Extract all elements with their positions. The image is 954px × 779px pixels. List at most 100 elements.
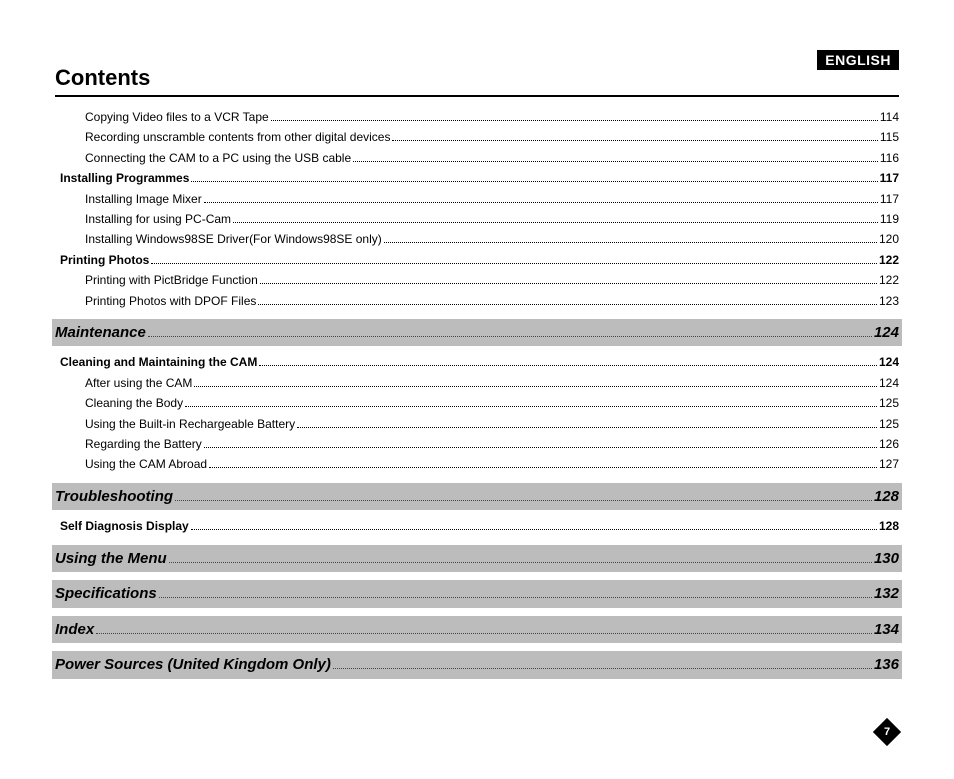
- leader-dots: [96, 633, 872, 634]
- leader-dots: [258, 304, 877, 305]
- leader-dots: [384, 242, 877, 243]
- toc-section-label: Specifications: [55, 581, 157, 607]
- section-heading-band: Troubleshooting 128: [52, 483, 902, 511]
- toc-item-label: Connecting the CAM to a PC using the USB…: [85, 148, 351, 168]
- toc-row: Self Diagnosis Display 128: [55, 516, 899, 536]
- section-heading-band: Index 134: [52, 616, 902, 644]
- toc-row: Printing Photos122: [55, 250, 899, 270]
- toc-item-label: Regarding the Battery: [85, 434, 202, 454]
- table-of-contents: Copying Video files to a VCR Tape 114 Reco…: [55, 107, 899, 679]
- leader-dots: [169, 562, 872, 563]
- leader-dots: [353, 161, 878, 162]
- toc-row: Installing for using PC-Cam 119: [55, 209, 899, 229]
- toc-row: Using the Built-in Rechargeable Battery 1…: [55, 414, 899, 434]
- toc-page-ref: 128: [874, 484, 899, 510]
- leader-dots: [191, 181, 877, 182]
- toc-item-label: Cleaning the Body: [85, 393, 183, 413]
- toc-page-ref: 134: [874, 617, 899, 643]
- leader-dots: [233, 222, 878, 223]
- toc-page-ref: 123: [879, 291, 899, 311]
- toc-item-label: Self Diagnosis Display: [60, 516, 189, 536]
- toc-row: Recording unscramble contents from other…: [55, 127, 899, 147]
- toc-row: Maintenance 124: [55, 320, 899, 346]
- toc-item-label: Printing Photos: [60, 250, 149, 270]
- leader-dots: [260, 283, 877, 284]
- leader-dots: [148, 336, 872, 337]
- toc-page-ref: 114: [880, 107, 899, 127]
- section-heading-band: Specifications 132: [52, 580, 902, 608]
- toc-item-label: Printing with PictBridge Function: [85, 270, 258, 290]
- leader-dots: [185, 406, 877, 407]
- toc-row: Printing with PictBridge Function 122: [55, 270, 899, 290]
- language-badge: ENGLISH: [817, 50, 899, 70]
- toc-page-ref: 127: [879, 454, 899, 474]
- page-number-badge: 7: [875, 720, 899, 744]
- toc-row: Using the CAM Abroad 127: [55, 454, 899, 474]
- toc-page-ref: 122: [879, 270, 899, 290]
- toc-row: Printing Photos with DPOF Files 123: [55, 291, 899, 311]
- toc-page-ref: 117: [880, 168, 899, 188]
- toc-page-ref: 120: [879, 229, 899, 249]
- toc-page-ref: 124: [879, 373, 899, 393]
- toc-row: Troubleshooting 128: [55, 484, 899, 510]
- leader-dots: [204, 202, 878, 203]
- toc-item-label: Installing Programmes: [60, 168, 189, 188]
- toc-item-label: Installing for using PC-Cam: [85, 209, 231, 229]
- leader-dots: [259, 365, 877, 366]
- toc-section-label: Power Sources (United Kingdom Only): [55, 652, 331, 678]
- toc-row: Power Sources (United Kingdom Only)136: [55, 652, 899, 678]
- toc-row: Using the Menu 130: [55, 546, 899, 572]
- leader-dots: [271, 120, 878, 121]
- toc-item-label: Using the Built-in Rechargeable Battery: [85, 414, 295, 434]
- toc-item-label: Cleaning and Maintaining the CAM: [60, 352, 257, 372]
- toc-page-ref: 116: [880, 148, 899, 168]
- toc-row: Copying Video files to a VCR Tape 114: [55, 107, 899, 127]
- toc-page-ref: 115: [880, 127, 899, 147]
- toc-page-ref: 125: [879, 393, 899, 413]
- toc-row: Cleaning the Body 125: [55, 393, 899, 413]
- toc-row: Installing Windows98SE Driver(For Window…: [55, 229, 899, 249]
- leader-dots: [191, 529, 877, 530]
- toc-section-label: Troubleshooting: [55, 484, 173, 510]
- toc-section-label: Using the Menu: [55, 546, 167, 572]
- leader-dots: [175, 500, 872, 501]
- section-heading-band: Power Sources (United Kingdom Only)136: [52, 651, 902, 679]
- toc-page-ref: 125: [879, 414, 899, 434]
- contents-title: Contents: [55, 65, 899, 97]
- leader-dots: [194, 386, 877, 387]
- toc-row: Regarding the Battery126: [55, 434, 899, 454]
- toc-row: Installing Image Mixer 117: [55, 189, 899, 209]
- leader-dots: [204, 447, 877, 448]
- toc-item-label: Printing Photos with DPOF Files: [85, 291, 256, 311]
- page-number-value: 7: [875, 720, 899, 744]
- toc-page-ref: 119: [880, 209, 899, 229]
- toc-page-ref: 117: [880, 189, 899, 209]
- toc-row: Specifications 132: [55, 581, 899, 607]
- toc-row: After using the CAM 124: [55, 373, 899, 393]
- section-heading-band: Maintenance 124: [52, 319, 902, 347]
- leader-dots: [209, 467, 877, 468]
- section-heading-band: Using the Menu 130: [52, 545, 902, 573]
- toc-page-ref: 132: [874, 581, 899, 607]
- toc-item-label: Installing Image Mixer: [85, 189, 202, 209]
- leader-dots: [151, 263, 877, 264]
- toc-row: Connecting the CAM to a PC using the USB…: [55, 148, 899, 168]
- toc-section-label: Index: [55, 617, 94, 643]
- toc-page-ref: 124: [879, 352, 899, 372]
- toc-item-label: Recording unscramble contents from other…: [85, 127, 390, 147]
- page-container: ENGLISH Contents Copying Video files to …: [0, 0, 954, 779]
- toc-section-label: Maintenance: [55, 320, 146, 346]
- toc-page-ref: 128: [879, 516, 899, 536]
- leader-dots: [333, 668, 872, 669]
- toc-item-label: After using the CAM: [85, 373, 192, 393]
- toc-page-ref: 124: [874, 320, 899, 346]
- toc-row: Cleaning and Maintaining the CAM 124: [55, 352, 899, 372]
- toc-item-label: Copying Video files to a VCR Tape: [85, 107, 269, 127]
- leader-dots: [392, 140, 877, 141]
- toc-page-ref: 130: [874, 546, 899, 572]
- leader-dots: [297, 427, 877, 428]
- toc-item-label: Installing Windows98SE Driver(For Window…: [85, 229, 382, 249]
- leader-dots: [159, 597, 872, 598]
- toc-item-label: Using the CAM Abroad: [85, 454, 207, 474]
- toc-row: Index 134: [55, 617, 899, 643]
